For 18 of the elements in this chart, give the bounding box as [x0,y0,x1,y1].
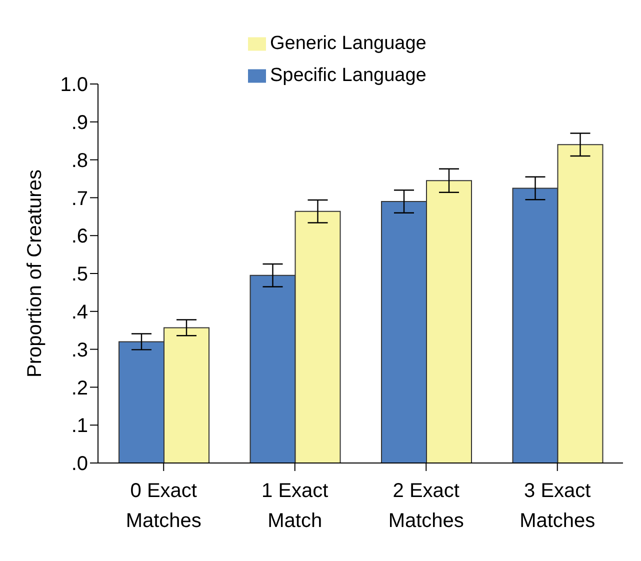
y-tick-label: .6 [71,226,88,248]
x-tick-label: 2 Exact Matches [388,480,464,532]
y-tick-label: .2 [71,377,88,400]
y-tick-label: .0 [71,453,88,476]
y-tick-label: 1.0 [60,74,88,96]
y-tick-label: .3 [71,339,88,362]
x-tick-label: 3 Exact Matches [520,480,596,532]
y-tick-label: .7 [71,188,88,210]
y-tick-label: .5 [71,264,88,286]
x-tick-label: 1 Exact Match [262,480,329,532]
y-tick-label: .4 [71,302,88,324]
y-tick-label: .1 [71,415,88,438]
y-tick-label: .9 [71,112,88,134]
x-tick-label: 0 Exact Matches [126,480,202,532]
legend-label: Generic Language [270,33,426,54]
legend-label: Specific Language [270,65,426,86]
y-tick-label: .8 [71,150,88,172]
y-axis-title: Proportion of Creatures [24,170,46,378]
